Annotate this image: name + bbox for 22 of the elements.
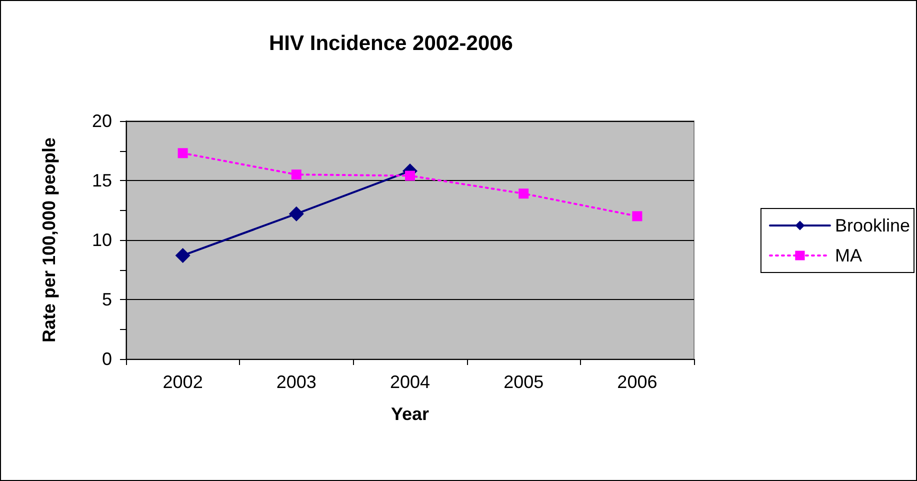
x-tick-label: 2002 [162,372,203,392]
point [632,211,642,222]
x-axis-title: Year [390,404,430,424]
legend-label: Brookline [834,216,910,236]
y-tick-label: 10 [92,230,112,250]
x-tick-label: 2004 [390,372,430,392]
x-tick-label: 2006 [617,372,658,392]
point [288,206,304,222]
x-tick-label: 2005 [504,372,544,392]
point [518,188,529,199]
y-tick-label: 20 [92,111,112,131]
point [405,170,415,181]
point [178,148,188,158]
y-axis-title: Rate per 100,000 people [39,137,59,343]
y-tick-label: 15 [92,170,112,190]
x-tick-label: 2003 [276,372,316,392]
chart-title: HIV Incidence 2002-2006 [269,32,513,55]
y-tick-label: 5 [102,290,112,310]
point [175,248,190,263]
legend-label: MA [834,246,862,266]
point [291,170,302,180]
y-tick-label: 0 [102,349,112,369]
